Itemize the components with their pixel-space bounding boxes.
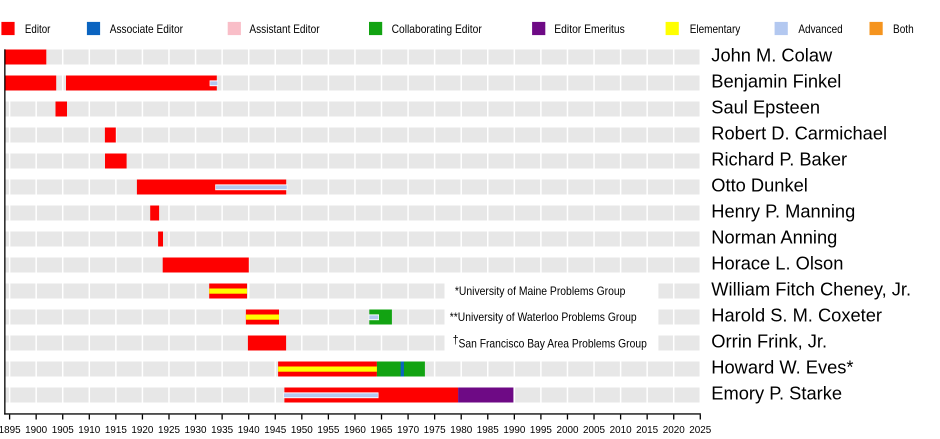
svg-text:2000: 2000 xyxy=(556,425,578,434)
svg-text:1925: 1925 xyxy=(158,425,180,434)
svg-text:1955: 1955 xyxy=(317,425,339,434)
svg-text:†San Francisco Bay Area Proble: †San Francisco Bay Area Problems Group xyxy=(453,333,647,351)
svg-text:William Fitch Cheney, Jr.: William Fitch Cheney, Jr. xyxy=(711,279,911,300)
svg-text:2005: 2005 xyxy=(583,425,605,434)
svg-text:1930: 1930 xyxy=(185,425,207,434)
svg-text:1965: 1965 xyxy=(371,425,393,434)
svg-text:1940: 1940 xyxy=(238,425,260,434)
svg-text:1970: 1970 xyxy=(397,425,419,434)
svg-text:Elementary: Elementary xyxy=(690,22,741,36)
svg-text:Editor: Editor xyxy=(25,22,51,36)
svg-text:*University of Maine Problems: *University of Maine Problems Group xyxy=(455,284,626,298)
svg-text:Emory P. Starke: Emory P. Starke xyxy=(711,383,842,404)
svg-text:Harold S. M. Coxeter: Harold S. M. Coxeter xyxy=(711,305,882,326)
svg-text:1895: 1895 xyxy=(0,425,21,434)
svg-text:1980: 1980 xyxy=(450,425,472,434)
svg-text:1945: 1945 xyxy=(264,425,286,434)
svg-text:2015: 2015 xyxy=(636,425,658,434)
svg-text:Saul Epsteen: Saul Epsteen xyxy=(711,97,820,118)
svg-text:1975: 1975 xyxy=(424,425,446,434)
svg-text:Advanced: Advanced xyxy=(798,22,842,36)
svg-text:Robert D. Carmichael: Robert D. Carmichael xyxy=(711,123,887,144)
svg-text:1990: 1990 xyxy=(503,425,525,434)
svg-text:1985: 1985 xyxy=(477,425,499,434)
svg-text:Assistant Editor: Assistant Editor xyxy=(249,22,319,36)
svg-text:Editor Emeritus: Editor Emeritus xyxy=(554,22,625,36)
svg-text:2010: 2010 xyxy=(610,425,632,434)
svg-text:Both: Both xyxy=(893,22,914,36)
svg-text:Henry P. Manning: Henry P. Manning xyxy=(711,201,855,222)
svg-text:**University of Waterloo Probl: **University of Waterloo Problems Group xyxy=(450,310,637,324)
svg-text:Benjamin Finkel: Benjamin Finkel xyxy=(711,71,841,92)
svg-text:Richard P. Baker: Richard P. Baker xyxy=(711,149,847,170)
svg-text:1920: 1920 xyxy=(131,425,153,434)
svg-text:1915: 1915 xyxy=(105,425,127,434)
svg-text:Otto Dunkel: Otto Dunkel xyxy=(711,175,808,196)
svg-text:1905: 1905 xyxy=(52,425,74,434)
svg-text:Horace L. Olson: Horace L. Olson xyxy=(711,253,843,274)
svg-text:1900: 1900 xyxy=(25,425,47,434)
svg-text:1960: 1960 xyxy=(344,425,366,434)
svg-text:1950: 1950 xyxy=(291,425,313,434)
svg-text:Norman Anning: Norman Anning xyxy=(711,227,837,248)
svg-text:Collaborating Editor: Collaborating Editor xyxy=(392,22,482,36)
svg-text:1910: 1910 xyxy=(78,425,100,434)
svg-text:Orrin Frink, Jr.: Orrin Frink, Jr. xyxy=(711,331,827,352)
svg-text:Howard W. Eves*: Howard W. Eves* xyxy=(711,357,853,378)
svg-text:2025: 2025 xyxy=(689,425,711,434)
svg-text:2020: 2020 xyxy=(663,425,685,434)
svg-text:Associate Editor: Associate Editor xyxy=(110,22,183,36)
svg-text:1935: 1935 xyxy=(211,425,233,434)
svg-text:John M. Colaw: John M. Colaw xyxy=(711,45,833,66)
svg-text:1995: 1995 xyxy=(530,425,552,434)
